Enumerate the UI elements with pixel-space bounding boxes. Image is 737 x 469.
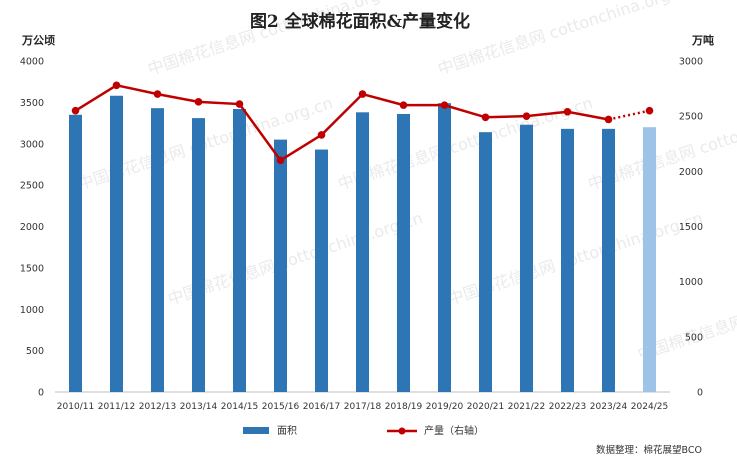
bar-2013/14: [192, 118, 205, 392]
left-tick-label: 1500: [20, 263, 44, 274]
left-tick-label: 1000: [20, 305, 44, 316]
left-tick-label: 2500: [20, 181, 44, 192]
bar-series: [69, 95, 656, 393]
chart-title: 图2 全球棉花面积&产量变化: [250, 11, 470, 32]
line-point-2018/19: [399, 101, 408, 109]
right-tick-label: 1500: [679, 222, 703, 233]
left-tick-label: 3000: [20, 139, 44, 150]
legend-bar-swatch: [243, 427, 269, 434]
line-solid-path: [74, 83, 609, 162]
bar-2012/13: [151, 108, 164, 392]
left-tick-label: 500: [26, 346, 44, 357]
line-point-2020/21: [481, 113, 490, 122]
line-point-2011/12: [112, 81, 121, 90]
bar-2011/12: [110, 95, 123, 392]
left-tick-label: 3500: [20, 98, 44, 109]
line-point-2010/11: [71, 106, 80, 115]
x-tick-label: 2011/12: [98, 402, 135, 412]
left-axis-unit: 万公顷: [21, 34, 55, 47]
x-tick-label: 2024/25: [631, 402, 668, 412]
bar-2018/19: [397, 113, 410, 393]
bar-2023/24: [602, 128, 615, 393]
right-axis-unit: 万吨: [691, 33, 714, 47]
left-tick-label: 4000: [20, 57, 44, 68]
x-tick-label: 2020/21: [467, 402, 504, 412]
right-tick-label: 0: [697, 388, 703, 399]
x-tick-label: 2023/24: [590, 402, 628, 412]
x-tick-label: 2022/23: [549, 402, 586, 412]
x-tick-label: 2010/11: [57, 402, 94, 412]
line-point-2021/22: [522, 112, 531, 120]
x-tick-label: 2021/22: [508, 402, 545, 412]
left-tick-label: 2000: [20, 222, 44, 233]
bar-2022/23: [561, 128, 574, 393]
right-tick-label: 500: [685, 332, 703, 343]
legend-line-marker: [398, 427, 406, 435]
line-point-2012/13: [153, 90, 162, 98]
x-tick-label: 2015/16: [262, 402, 300, 412]
line-point-2015/16: [276, 156, 285, 165]
x-tick-label: 2012/13: [139, 402, 176, 412]
right-tick-label: 2500: [679, 112, 703, 123]
legend: 面积 产量（右轴）: [243, 424, 484, 437]
line-point-2023/24: [604, 115, 613, 124]
bar-2021/22: [520, 124, 533, 392]
line-point-2013/14: [194, 98, 203, 106]
watermark-text: 中国棉花信息网 cottonchina.org.cn: [435, 0, 695, 79]
bar-2017/18: [356, 112, 369, 393]
x-tick-label: 2016/17: [303, 402, 340, 412]
x-axis-ticks: 2010/11 2011/12 2012/13 2013/14 2014/15 2015/…: [57, 402, 668, 412]
line-forecast-path: [608, 109, 650, 121]
bar-2024/25: [643, 127, 656, 392]
left-tick-label: 0: [38, 388, 44, 399]
source-note: 数据整理：棉花展望BCO: [596, 444, 702, 456]
x-tick-label: 2014/15: [221, 402, 258, 412]
bar-2015/16: [274, 139, 287, 392]
bar-2016/17: [315, 149, 328, 392]
x-tick-label: 2019/20: [426, 402, 464, 412]
right-tick-label: 3000: [679, 57, 703, 68]
legend-bar-label: 面积: [277, 425, 297, 437]
bar-2010/11: [69, 114, 82, 392]
line-point-2017/18: [358, 90, 367, 98]
line-series: [71, 81, 654, 165]
legend-line-label: 产量（右轴）: [424, 424, 484, 437]
watermark-text: 中国棉花信息网 cottonchina.org.cn: [335, 93, 595, 194]
line-point-2024/25: [645, 106, 654, 115]
right-tick-label: 2000: [679, 167, 703, 178]
right-axis-ticks: 0 500 1000 1500 2000 2500 3000: [679, 57, 703, 399]
x-tick-label: 2017/18: [344, 402, 382, 412]
left-axis-ticks: 0 500 1000 1500 2000 2500 3000 3500 4000: [20, 57, 44, 399]
bar-2014/15: [233, 108, 246, 393]
x-tick-label: 2013/14: [180, 402, 218, 412]
line-point-2014/15: [235, 100, 244, 108]
x-tick-label: 2018/19: [385, 402, 423, 412]
line-point-2019/20: [440, 101, 449, 109]
line-point-2016/17: [317, 131, 326, 139]
bar-2020/21: [479, 132, 492, 393]
right-tick-label: 1000: [679, 277, 703, 288]
line-point-2022/23: [563, 107, 572, 116]
bar-2019/20: [438, 103, 451, 392]
